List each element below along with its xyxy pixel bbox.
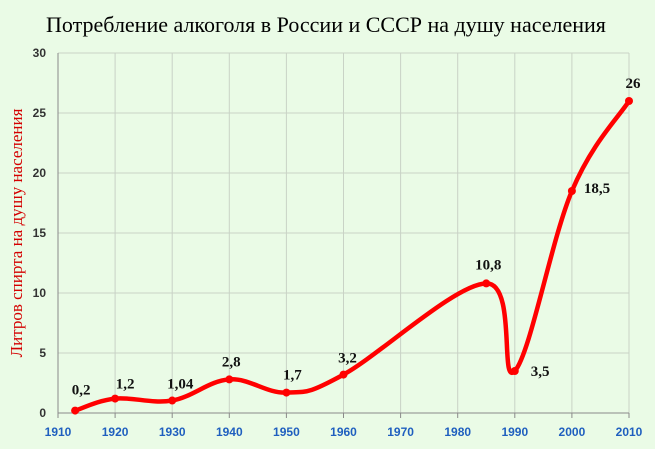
data-label: 1,2 xyxy=(116,377,135,393)
data-point xyxy=(339,370,348,379)
data-label: 1,7 xyxy=(283,368,302,384)
data-label: 2,8 xyxy=(222,354,241,370)
data-point xyxy=(567,187,576,195)
data-point xyxy=(625,97,633,105)
data-label: 3,2 xyxy=(338,351,357,367)
x-tick-label: 2000 xyxy=(559,425,586,439)
y-tick-label: 20 xyxy=(33,166,47,180)
chart-title: Потребление алкоголя в России и СССР на … xyxy=(46,12,606,37)
data-labels: 0,2 1,2 1,04 2,8 1,7 3,2 10,8 3,5 18,5 26 xyxy=(72,76,641,399)
y-tick-label: 15 xyxy=(33,226,47,240)
data-point xyxy=(71,406,80,415)
y-tick-label: 30 xyxy=(33,46,47,60)
x-tick-label: 1930 xyxy=(159,425,186,439)
y-tick-label: 5 xyxy=(39,346,46,360)
x-tick-label: 1910 xyxy=(45,425,72,439)
x-tick-label: 1970 xyxy=(387,425,414,439)
x-tick-label: 1950 xyxy=(273,425,300,439)
data-point xyxy=(225,375,234,384)
data-label: 3,5 xyxy=(531,364,550,380)
y-tick-label: 25 xyxy=(33,106,47,120)
data-points xyxy=(71,97,633,415)
data-point xyxy=(482,279,491,288)
data-point xyxy=(282,388,291,397)
y-tick-labels: 0 5 10 15 20 25 30 xyxy=(33,46,47,420)
y-axis-label: Литров спирта на душу населения xyxy=(7,108,26,357)
data-point xyxy=(168,396,177,405)
grid-lines xyxy=(58,52,630,413)
data-label: 26 xyxy=(626,76,642,92)
x-tick-label: 1960 xyxy=(330,425,357,439)
axes xyxy=(57,53,630,418)
x-tick-label: 1990 xyxy=(501,425,528,439)
x-tick-label: 1980 xyxy=(444,425,471,439)
x-tick-label: 1920 xyxy=(102,425,129,439)
x-tick-labels: 1910 1920 1930 1940 1950 1960 1970 1980 1990 2000… xyxy=(45,425,643,439)
x-tick-label: 2010 xyxy=(616,425,643,439)
x-tick-label: 1940 xyxy=(216,425,243,439)
data-point xyxy=(510,367,519,375)
y-tick-label: 0 xyxy=(39,406,46,420)
data-label: 18,5 xyxy=(584,181,610,197)
data-label: 1,04 xyxy=(167,377,194,393)
data-label: 0,2 xyxy=(72,383,91,399)
y-tick-label: 10 xyxy=(33,286,47,300)
data-point xyxy=(111,394,120,403)
data-label: 10,8 xyxy=(475,257,501,273)
